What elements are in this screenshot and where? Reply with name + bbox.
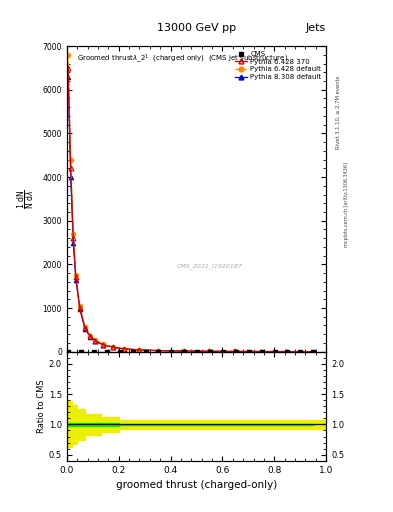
Pythia 6.428 370 bbox=[88, 333, 92, 339]
Pythia 6.428 default bbox=[155, 348, 160, 354]
Pythia 6.428 default bbox=[101, 342, 105, 348]
Pythia 6.428 default bbox=[285, 349, 290, 355]
X-axis label: groomed thrust (charged-only): groomed thrust (charged-only) bbox=[116, 480, 277, 490]
Pythia 6.428 default bbox=[77, 303, 82, 309]
Pythia 6.428 default bbox=[88, 333, 92, 339]
Text: Groomed thrust$\lambda\_2^1$  (charged only)  (CMS jet substructure): Groomed thrust$\lambda\_2^1$ (charged on… bbox=[77, 52, 288, 65]
Pythia 6.428 370 bbox=[83, 325, 87, 331]
Text: Jets: Jets bbox=[306, 23, 326, 33]
Pythia 8.308 default bbox=[137, 347, 142, 353]
Pythia 6.428 default bbox=[73, 272, 78, 279]
Pythia 6.428 370 bbox=[311, 349, 316, 355]
Pythia 6.428 370 bbox=[233, 348, 238, 354]
Pythia 6.428 default bbox=[181, 348, 186, 354]
Pythia 6.428 370 bbox=[155, 348, 160, 354]
Pythia 8.308 default bbox=[259, 349, 264, 355]
Line: Pythia 6.428 370: Pythia 6.428 370 bbox=[66, 66, 316, 354]
Pythia 8.308 default bbox=[83, 326, 87, 332]
Y-axis label: $\frac{1}{\mathrm{N}}\frac{\mathrm{d}\mathrm{N}}{\mathrm{d}\lambda}$: $\frac{1}{\mathrm{N}}\frac{\mathrm{d}\ma… bbox=[15, 189, 37, 209]
Pythia 6.428 default bbox=[311, 349, 316, 355]
Pythia 6.428 default bbox=[121, 346, 126, 352]
Pythia 8.308 default bbox=[233, 348, 238, 354]
Pythia 6.428 default bbox=[137, 347, 142, 353]
Text: mcplots.cern.ch [arXiv:1306.3436]: mcplots.cern.ch [arXiv:1306.3436] bbox=[344, 162, 349, 247]
Pythia 8.308 default bbox=[207, 348, 212, 354]
Pythia 8.308 default bbox=[311, 349, 316, 355]
Pythia 6.428 default bbox=[111, 344, 116, 350]
Pythia 6.428 default bbox=[71, 231, 75, 237]
Pythia 8.308 default bbox=[111, 345, 116, 351]
Line: Pythia 6.428 default: Pythia 6.428 default bbox=[66, 52, 316, 354]
Pythia 6.428 370 bbox=[111, 344, 116, 350]
Pythia 6.428 default bbox=[207, 348, 212, 354]
Pythia 6.428 370 bbox=[101, 342, 105, 348]
Y-axis label: Ratio to CMS: Ratio to CMS bbox=[37, 379, 46, 433]
Pythia 6.428 370 bbox=[121, 346, 126, 352]
Pythia 6.428 default bbox=[93, 337, 98, 344]
Pythia 8.308 default bbox=[101, 342, 105, 348]
Pythia 6.428 370 bbox=[68, 165, 73, 172]
Pythia 6.428 370 bbox=[93, 338, 98, 344]
Pythia 6.428 370 bbox=[73, 274, 78, 281]
Text: Rivet 3.1.10, ≥ 2.7M events: Rivet 3.1.10, ≥ 2.7M events bbox=[336, 76, 341, 150]
Text: 13000 GeV pp: 13000 GeV pp bbox=[157, 23, 236, 33]
Pythia 6.428 370 bbox=[77, 305, 82, 311]
Pythia 6.428 370 bbox=[207, 348, 212, 354]
Pythia 6.428 default bbox=[259, 349, 264, 355]
Pythia 6.428 default bbox=[68, 157, 73, 163]
Pythia 6.428 default bbox=[66, 52, 70, 58]
Text: CMS_2021_I1920187: CMS_2021_I1920187 bbox=[176, 263, 242, 269]
Pythia 8.308 default bbox=[88, 334, 92, 340]
Pythia 6.428 370 bbox=[259, 349, 264, 355]
Pythia 8.308 default bbox=[71, 240, 75, 246]
Pythia 6.428 370 bbox=[137, 347, 142, 353]
Pythia 6.428 default bbox=[83, 324, 87, 330]
Pythia 8.308 default bbox=[285, 349, 290, 355]
Line: Pythia 8.308 default: Pythia 8.308 default bbox=[66, 74, 316, 354]
Legend: CMS, Pythia 6.428 370, Pythia 6.428 default, Pythia 8.308 default: CMS, Pythia 6.428 370, Pythia 6.428 defa… bbox=[233, 50, 323, 81]
Pythia 6.428 370 bbox=[66, 65, 70, 71]
Pythia 8.308 default bbox=[181, 348, 186, 354]
Pythia 8.308 default bbox=[66, 74, 70, 80]
Pythia 8.308 default bbox=[93, 338, 98, 344]
Pythia 6.428 370 bbox=[71, 235, 75, 241]
Pythia 8.308 default bbox=[77, 306, 82, 312]
Pythia 6.428 370 bbox=[181, 348, 186, 354]
Pythia 8.308 default bbox=[121, 346, 126, 352]
Pythia 8.308 default bbox=[73, 276, 78, 283]
Pythia 8.308 default bbox=[155, 348, 160, 354]
Pythia 8.308 default bbox=[68, 174, 73, 180]
Pythia 6.428 370 bbox=[285, 349, 290, 355]
Pythia 6.428 default bbox=[233, 348, 238, 354]
